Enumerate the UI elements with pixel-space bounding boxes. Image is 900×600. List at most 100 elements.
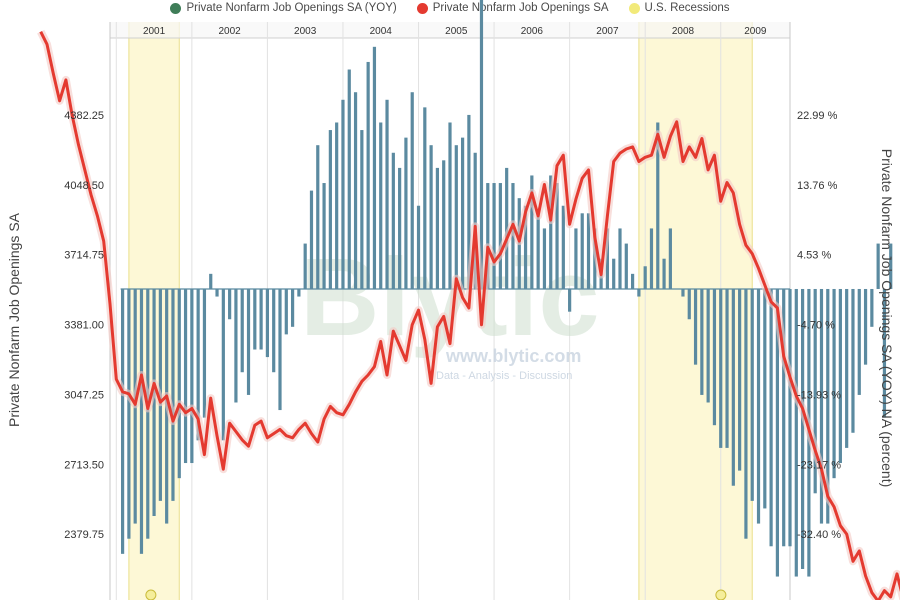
y-right-tick: 13.76 % xyxy=(797,180,838,192)
watermark-tagline: Data - Analysis - Discussion xyxy=(436,370,572,382)
yoy-bar xyxy=(486,183,490,289)
legend-item-2[interactable]: U.S. Recessions xyxy=(628,2,730,14)
yoy-bar xyxy=(171,288,175,501)
yoy-bar xyxy=(536,213,540,289)
yoy-bar xyxy=(215,288,219,297)
yoy-bar xyxy=(643,266,647,289)
yoy-bar xyxy=(385,99,389,289)
yoy-bar xyxy=(523,205,528,289)
yoy-bar xyxy=(681,288,685,297)
yoy-bar xyxy=(328,130,332,289)
y-right-tick: 22.99 % xyxy=(797,110,838,122)
y-left-title: Private Nonfarm Job Openings SA xyxy=(6,212,22,427)
legend-label: Private Nonfarm Job Openings SA xyxy=(432,2,609,14)
y-left-tick: 3381.00 xyxy=(64,320,104,332)
legend-item-0[interactable]: Private Nonfarm Job Openings SA (YOY) xyxy=(170,2,397,14)
yoy-bar xyxy=(693,288,698,365)
yoy-bar xyxy=(612,258,616,289)
yoy-bar xyxy=(240,288,244,373)
legend-label: U.S. Recessions xyxy=(644,2,730,14)
yoy-bar xyxy=(511,183,515,289)
yoy-bar xyxy=(335,122,339,289)
yoy-bar xyxy=(870,288,874,327)
y-right-title: Private Nonfarm Job Openings SA (YOY) NA… xyxy=(879,149,895,487)
yoy-bar xyxy=(139,288,144,554)
yoy-bar xyxy=(738,288,742,471)
yoy-bar xyxy=(719,288,723,448)
chart-legend: Private Nonfarm Job Openings SA (YOY) Pri… xyxy=(0,0,900,16)
yoy-bar xyxy=(454,145,458,289)
legend-swatch-icon xyxy=(416,2,428,14)
yoy-bar xyxy=(398,167,402,289)
yoy-bar xyxy=(442,160,446,289)
legend-item-1[interactable]: Private Nonfarm Job Openings SA xyxy=(416,2,609,14)
year-strip xyxy=(110,22,790,38)
yoy-bar xyxy=(744,288,748,539)
yoy-bar xyxy=(819,288,824,524)
yoy-bar xyxy=(832,288,836,479)
yoy-bar xyxy=(152,288,156,517)
yoy-bar xyxy=(303,243,307,289)
yoy-bar xyxy=(253,288,257,350)
yoy-bar xyxy=(649,228,654,289)
yoy-bar xyxy=(731,288,735,486)
yoy-bar xyxy=(637,288,641,297)
yoy-bar xyxy=(202,288,207,418)
yoy-bar xyxy=(756,288,761,524)
yoy-bar xyxy=(851,288,855,433)
yoy-bar xyxy=(763,288,767,509)
y-left-tick: 3047.25 xyxy=(64,389,104,401)
yoy-bar xyxy=(769,288,773,547)
yoy-bar xyxy=(605,228,610,289)
yoy-bar xyxy=(882,288,887,418)
yoy-bar xyxy=(423,107,427,289)
yoy-bar xyxy=(580,213,584,289)
yoy-bar xyxy=(416,205,421,289)
yoy-bar xyxy=(782,288,786,547)
yoy-bar xyxy=(555,183,559,289)
yoy-bar xyxy=(297,288,301,297)
yoy-bar xyxy=(505,167,509,289)
yoy-bar xyxy=(435,167,440,289)
yoy-bar xyxy=(574,228,578,289)
yoy-bar xyxy=(492,183,496,289)
yoy-bar xyxy=(568,288,572,312)
yoy-bar xyxy=(290,288,295,327)
yoy-bar xyxy=(246,288,251,395)
year-label: 2003 xyxy=(294,26,317,37)
yoy-bar xyxy=(656,122,660,289)
yoy-bar xyxy=(448,122,452,289)
y-left-tick: 4382.25 xyxy=(64,110,104,122)
yoy-bar xyxy=(662,258,666,289)
watermark-url: www.blytic.com xyxy=(445,346,581,366)
yoy-bar xyxy=(706,288,710,403)
yoy-bar xyxy=(473,152,477,289)
yoy-bar xyxy=(379,122,383,289)
y-axis-left: 4382.25 4048.50 3714.75 3381.00 3047.25 2713.… xyxy=(64,110,104,600)
year-label: 2005 xyxy=(445,26,468,37)
yoy-bar xyxy=(228,288,232,320)
yoy-bar xyxy=(259,288,263,350)
yoy-bar xyxy=(700,288,704,395)
yoy-bar xyxy=(794,288,798,577)
yoy-bar xyxy=(725,288,729,448)
yoy-bar xyxy=(177,288,181,479)
yoy-bar xyxy=(561,205,565,289)
y-left-tick: 2379.75 xyxy=(64,529,104,541)
y-right-tick: 4.53 % xyxy=(797,250,831,262)
yoy-bar xyxy=(813,288,817,494)
yoy-bar xyxy=(630,273,635,289)
recession-marker-icon[interactable] xyxy=(145,589,157,600)
year-label: 2008 xyxy=(672,26,695,37)
y-left-tick: 3714.75 xyxy=(64,250,104,262)
year-label: 2002 xyxy=(219,26,242,37)
yoy-bar xyxy=(120,288,125,554)
yoy-bar xyxy=(838,288,842,464)
yoy-bar xyxy=(479,0,484,289)
yoy-bar xyxy=(146,288,150,539)
recession-marker-icon[interactable] xyxy=(715,589,727,600)
yoy-bar xyxy=(863,288,868,365)
yoy-bar xyxy=(309,190,314,289)
yoy-bar xyxy=(624,243,628,289)
